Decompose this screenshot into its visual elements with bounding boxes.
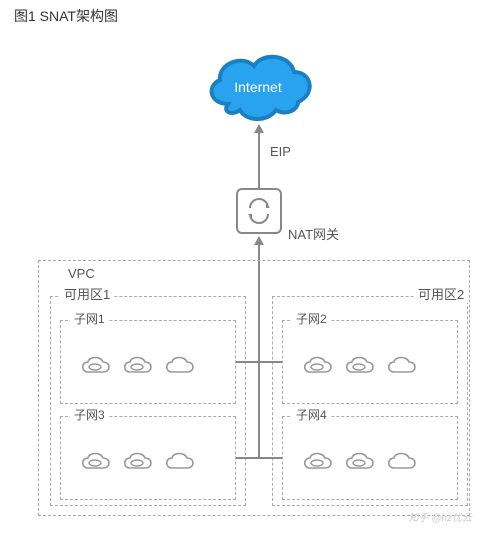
subnet3-label: 子网3 [70, 406, 109, 423]
bus-center-ext [258, 404, 260, 459]
subnet3-devices [78, 448, 198, 474]
watermark: 知乎 @hz忧云 [409, 509, 473, 524]
internet-label: Internet [234, 79, 282, 95]
subnet1-label: 子网1 [70, 310, 109, 327]
subnet1-devices [78, 352, 198, 378]
device-icon [342, 352, 378, 378]
device-icon [162, 352, 198, 378]
device-icon [300, 352, 336, 378]
bus-right-bot [258, 457, 282, 459]
subnet4-devices [300, 448, 420, 474]
device-icon [78, 448, 114, 474]
device-icon [120, 448, 156, 474]
subnet2-devices [300, 352, 420, 378]
vpc-label: VPC [68, 266, 95, 281]
device-icon [120, 352, 156, 378]
nat-label: NAT网关 [288, 224, 339, 243]
edge-eip [258, 132, 260, 188]
subnet4-label: 子网4 [292, 406, 331, 423]
device-icon [300, 448, 336, 474]
device-icon [384, 352, 420, 378]
zone-right-label: 可用区2 [414, 284, 468, 303]
diagram-root: Internet EIP NAT网关 VPC 可用区1 可用区2 子网1 子网3… [20, 28, 480, 528]
device-icon [342, 448, 378, 474]
eip-label: EIP [270, 144, 291, 159]
bus-left-top [236, 361, 282, 363]
internet-cloud: Internet [198, 46, 318, 124]
subnet2-label: 子网2 [292, 310, 331, 327]
nat-gateway [236, 188, 282, 234]
figure-title: 图1 SNAT架构图 [14, 6, 118, 26]
nat-icon [244, 196, 274, 226]
device-icon [384, 448, 420, 474]
device-icon [78, 352, 114, 378]
device-icon [162, 448, 198, 474]
zone-left-label: 可用区1 [60, 284, 114, 303]
bus-left-bot [236, 457, 260, 459]
